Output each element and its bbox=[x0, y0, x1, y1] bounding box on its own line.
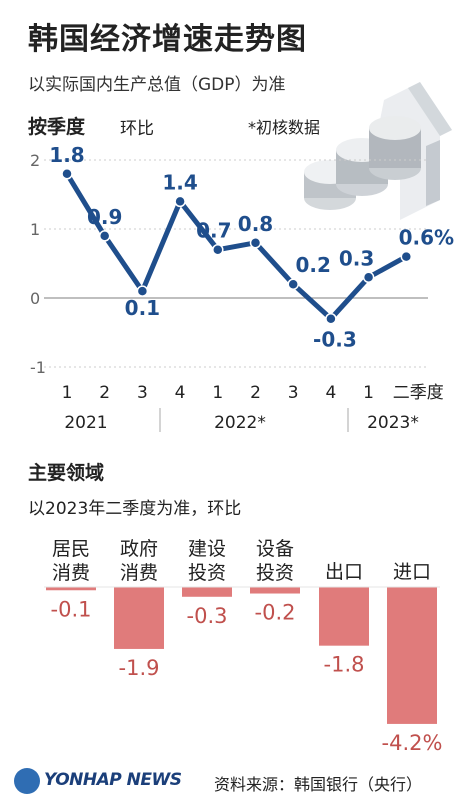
data-label: 0.2 bbox=[295, 253, 330, 277]
category-label: 进口 bbox=[393, 561, 431, 583]
category-label: 设备 bbox=[256, 538, 294, 560]
yonhap-logo: YONHAP NEWS bbox=[44, 770, 182, 790]
y-tick-label: 1 bbox=[30, 220, 40, 239]
year-label: 2023* bbox=[367, 413, 419, 433]
x-tick-label: 4 bbox=[325, 383, 336, 403]
data-label: 0.3 bbox=[339, 246, 374, 270]
category-label: 投资 bbox=[188, 562, 226, 584]
data-label: 0.1 bbox=[125, 296, 160, 320]
bar-value-label: -1.8 bbox=[324, 653, 365, 677]
year-label: 2021 bbox=[64, 413, 107, 433]
category-label: 政府 bbox=[120, 538, 158, 560]
x-tick-label: 1 bbox=[363, 383, 374, 403]
footer: YONHAP NEWS 资料来源：韩国银行（央行） bbox=[0, 760, 474, 805]
data-label: 0.6% bbox=[399, 226, 454, 250]
y-tick-label: 2 bbox=[30, 151, 40, 170]
data-point bbox=[174, 195, 186, 208]
sectors-sublabel: 以2023年二季度为准，环比 bbox=[28, 499, 242, 519]
data-point bbox=[325, 312, 337, 325]
yonhap-logo-icon bbox=[14, 768, 40, 794]
qoq-label: 环比 bbox=[120, 119, 154, 139]
category-label: 居民 bbox=[52, 538, 90, 560]
category-label: 消费 bbox=[52, 562, 90, 584]
y-tick-label: -1 bbox=[30, 358, 46, 377]
series-line bbox=[64, 172, 408, 322]
bar bbox=[114, 587, 164, 649]
x-tick-label: 2 bbox=[250, 383, 261, 403]
data-point bbox=[362, 271, 375, 284]
category-label: 投资 bbox=[256, 562, 294, 584]
data-label: 0.7 bbox=[196, 219, 231, 243]
data-point bbox=[61, 168, 73, 180]
data-label: 1.8 bbox=[49, 143, 84, 167]
data-point bbox=[287, 278, 299, 290]
bar-value-label: -0.1 bbox=[51, 597, 92, 621]
x-tick-label: 2 bbox=[99, 383, 110, 403]
bar-value-label: -1.9 bbox=[119, 656, 160, 680]
x-tick-label: 1 bbox=[62, 383, 73, 403]
data-point bbox=[400, 250, 413, 263]
page-title: 韩国经济增速走势图 bbox=[28, 22, 307, 57]
year-label: 2022* bbox=[214, 413, 266, 433]
data-point bbox=[249, 237, 262, 249]
bar-value-label: -0.3 bbox=[187, 604, 228, 628]
data-label: 0.8 bbox=[238, 212, 273, 236]
bar bbox=[46, 587, 96, 591]
x-tick-label: 二季度 bbox=[393, 383, 444, 403]
data-point bbox=[212, 243, 224, 256]
category-label: 建设 bbox=[188, 538, 226, 560]
bar bbox=[387, 587, 437, 724]
x-tick-label: 3 bbox=[137, 383, 148, 403]
preliminary-note: *初核数据 bbox=[248, 118, 321, 137]
data-label: 0.9 bbox=[87, 205, 122, 229]
x-tick-label: 3 bbox=[288, 383, 299, 403]
data-label: 1.4 bbox=[162, 170, 197, 194]
bar bbox=[319, 587, 369, 646]
chart-canvas: 2 1 0 -1 1.8 0.9 0.1 1.4 0.7 0.8 0.2 -0.3 0.3 0.6% 1 2 3… bbox=[30, 82, 454, 755]
data-label: -0.3 bbox=[313, 328, 357, 352]
gdp-arrow-icon bbox=[304, 82, 452, 220]
category-label: 消费 bbox=[120, 562, 158, 584]
category-label: 出口 bbox=[325, 561, 363, 583]
data-point bbox=[98, 230, 111, 242]
bar bbox=[250, 587, 300, 594]
x-tick-label: 1 bbox=[212, 383, 223, 403]
bar bbox=[182, 587, 232, 597]
quarterly-label: 按季度 bbox=[28, 116, 86, 138]
data-point bbox=[136, 285, 149, 297]
bar-value-label: -4.2% bbox=[382, 731, 443, 755]
source-credit: 资料来源：韩国银行（央行） bbox=[214, 775, 423, 794]
x-tick-label: 4 bbox=[175, 383, 186, 403]
sectors-label: 主要领域 bbox=[28, 462, 105, 484]
page-subtitle: 以实际国内生产总值（GDP）为准 bbox=[28, 75, 286, 95]
y-tick-label: 0 bbox=[30, 289, 40, 308]
bar-value-label: -0.2 bbox=[255, 601, 296, 625]
